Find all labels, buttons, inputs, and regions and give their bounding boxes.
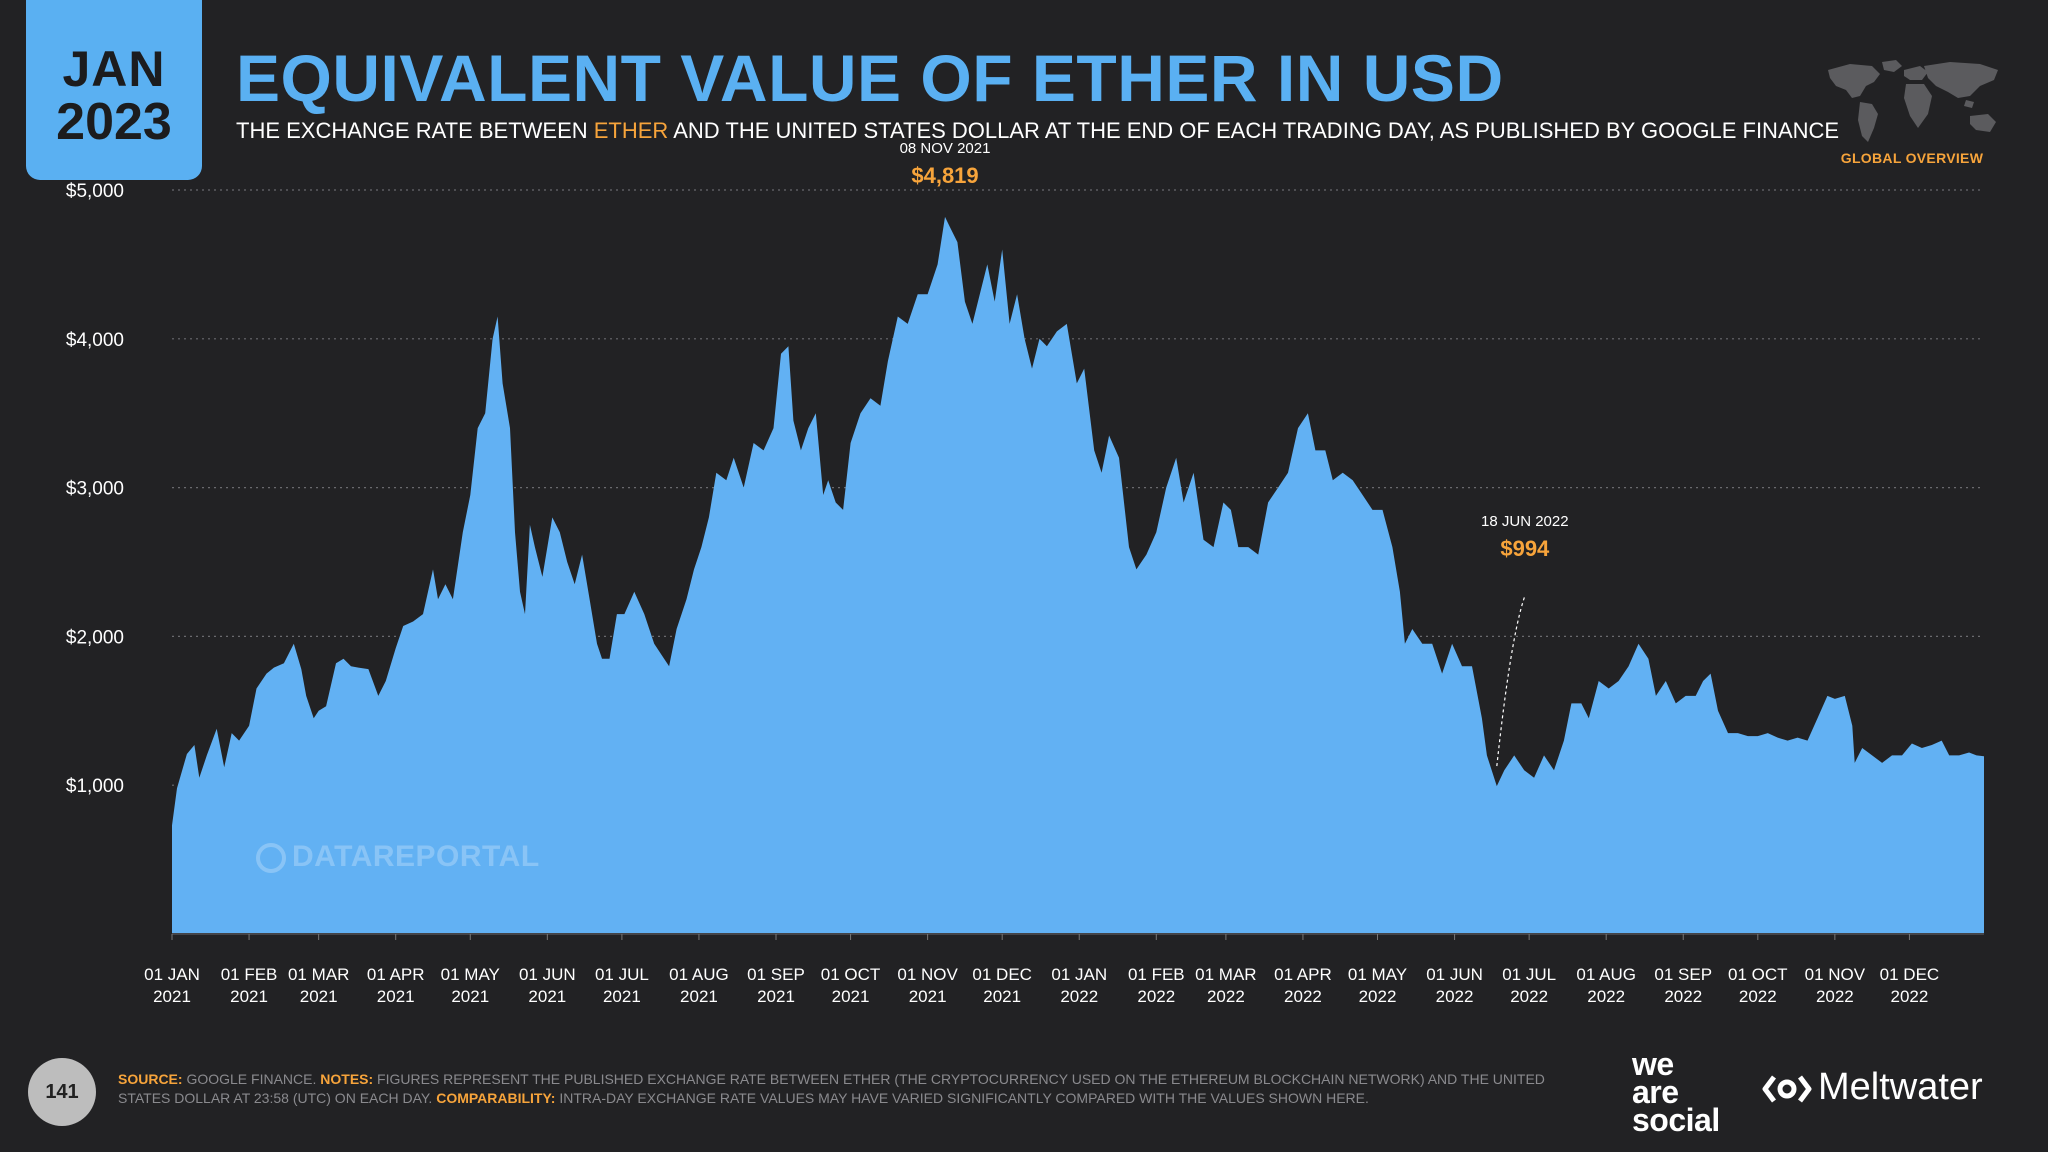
y-axis-ticks: $1,000 $2,000 $3,000 $4,000 $5,000: [66, 181, 124, 797]
y-tick-label: $3,000: [66, 479, 124, 500]
source-text: GOOGLE FINANCE.: [182, 1071, 321, 1087]
comparability-text: INTRA-DAY EXCHANGE RATE VALUES MAY HAVE …: [555, 1090, 1369, 1106]
x-tick-year: 2022: [1891, 987, 1929, 1006]
x-tick-label: 01 JUN: [1426, 965, 1483, 984]
x-tick-label: 01 AUG: [669, 965, 729, 984]
x-tick-year: 2021: [300, 987, 338, 1006]
x-tick-label: 01 JAN: [1051, 965, 1107, 984]
x-tick-year: 2021: [153, 987, 191, 1006]
x-tick-label: 01 FEB: [1128, 965, 1185, 984]
x-tick-year: 2021: [603, 987, 641, 1006]
x-tick-year: 2022: [1816, 987, 1854, 1006]
x-tick-label: 01 SEP: [747, 965, 805, 984]
x-tick-year: 2021: [909, 987, 947, 1006]
meltwater-logo: Meltwater: [1762, 1066, 1983, 1109]
x-tick-year: 2021: [230, 987, 268, 1006]
footnote: SOURCE: GOOGLE FINANCE. NOTES: FIGURES R…: [118, 1070, 1568, 1108]
x-tick-label: 01 JUL: [595, 965, 649, 984]
chart-annotations: 08 NOV 2021 $4,819 18 JUN 2022 $994: [900, 140, 1569, 767]
x-tick-label: 01 MAR: [288, 965, 349, 984]
x-tick-label: 01 SEP: [1654, 965, 1712, 984]
x-tick-year: 2022: [1207, 987, 1245, 1006]
x-tick-year: 2022: [1359, 987, 1397, 1006]
annotation-date: 08 NOV 2021: [900, 140, 991, 157]
page-title: EQUIVALENT VALUE OF ETHER IN USD: [236, 41, 1504, 115]
subtitle-text-before: THE EXCHANGE RATE BETWEEN: [236, 118, 594, 143]
notes-label: NOTES:: [320, 1071, 374, 1087]
report-year: 2023: [56, 93, 172, 151]
x-axis-ticks: 01 JAN 2021 01 FEB 2021 01 MAR 2021 01 APR 2021…: [144, 934, 1939, 1006]
x-tick-label: 01 JAN: [144, 965, 200, 984]
comparability-label: COMPARABILITY:: [436, 1090, 556, 1106]
we-are-social-logo: we are social: [1632, 1048, 1720, 1136]
x-tick-label: 01 JUL: [1502, 965, 1556, 984]
annotation-leader-line: [1496, 595, 1526, 767]
subtitle-highlight: ETHER: [593, 118, 669, 143]
x-tick-label: 01 OCT: [1728, 965, 1788, 984]
meltwater-text: Meltwater: [1818, 1066, 1983, 1108]
x-tick-label: 01 FEB: [221, 965, 278, 984]
annotation-date: 18 JUN 2022: [1481, 513, 1569, 530]
watermark-text: DATAREPORTAL: [292, 840, 540, 873]
x-tick-label: 01 DEC: [1880, 965, 1940, 984]
x-tick-year: 2021: [680, 987, 718, 1006]
y-tick-label: $4,000: [66, 330, 124, 351]
annotation-value: $994: [1500, 536, 1550, 561]
report-month: JAN: [62, 41, 166, 97]
x-tick-label: 01 NOV: [1805, 965, 1866, 984]
x-tick-year: 2021: [757, 987, 795, 1006]
x-tick-year: 2022: [1510, 987, 1548, 1006]
we-are-social-text: we are social: [1632, 1046, 1720, 1138]
x-tick-label: 01 DEC: [972, 965, 1032, 984]
x-tick-label: 01 OCT: [821, 965, 881, 984]
region-label: GLOBAL OVERVIEW: [1840, 150, 1984, 166]
x-tick-label: 01 MAY: [441, 965, 500, 984]
datareportal-watermark: DATAREPORTAL: [256, 840, 540, 874]
x-tick-year: 2022: [1436, 987, 1474, 1006]
x-tick-year: 2021: [528, 987, 566, 1006]
x-tick-year: 2022: [1284, 987, 1322, 1006]
subtitle-text-after: AND THE UNITED STATES DOLLAR AT THE END …: [668, 118, 1840, 143]
x-tick-year: 2021: [451, 987, 489, 1006]
source-label: SOURCE:: [118, 1071, 183, 1087]
notes-text: FIGURES REPRESENT THE PUBLISHED EXCHANGE…: [118, 1071, 1545, 1106]
x-tick-year: 2021: [832, 987, 870, 1006]
datareportal-logo-icon: [256, 843, 286, 874]
x-tick-label: 01 AUG: [1576, 965, 1636, 984]
meltwater-icon: [1762, 1075, 1812, 1103]
page-subtitle: THE EXCHANGE RATE BETWEEN ETHER AND THE …: [236, 118, 1839, 144]
x-tick-year: 2021: [983, 987, 1021, 1006]
x-tick-year: 2022: [1137, 987, 1175, 1006]
ether-price-area: [172, 216, 1984, 934]
annotation-value: $4,819: [911, 163, 978, 188]
page-number: 141: [28, 1058, 96, 1126]
x-tick-label: 01 APR: [1274, 965, 1332, 984]
x-tick-label: 01 MAY: [1348, 965, 1407, 984]
x-tick-year: 2021: [377, 987, 415, 1006]
x-tick-label: 01 APR: [367, 965, 425, 984]
y-tick-label: $2,000: [66, 627, 124, 648]
x-tick-year: 2022: [1587, 987, 1625, 1006]
y-tick-label: $5,000: [66, 181, 124, 202]
x-tick-year: 2022: [1664, 987, 1702, 1006]
x-tick-label: 01 MAR: [1195, 965, 1256, 984]
date-badge: JAN 2023: [26, 0, 202, 180]
world-map-icon: [1828, 60, 1998, 142]
x-tick-label: 01 JUN: [519, 965, 576, 984]
x-tick-year: 2022: [1739, 987, 1777, 1006]
x-tick-label: 01 NOV: [897, 965, 958, 984]
y-tick-label: $1,000: [66, 776, 124, 797]
x-tick-year: 2022: [1060, 987, 1098, 1006]
